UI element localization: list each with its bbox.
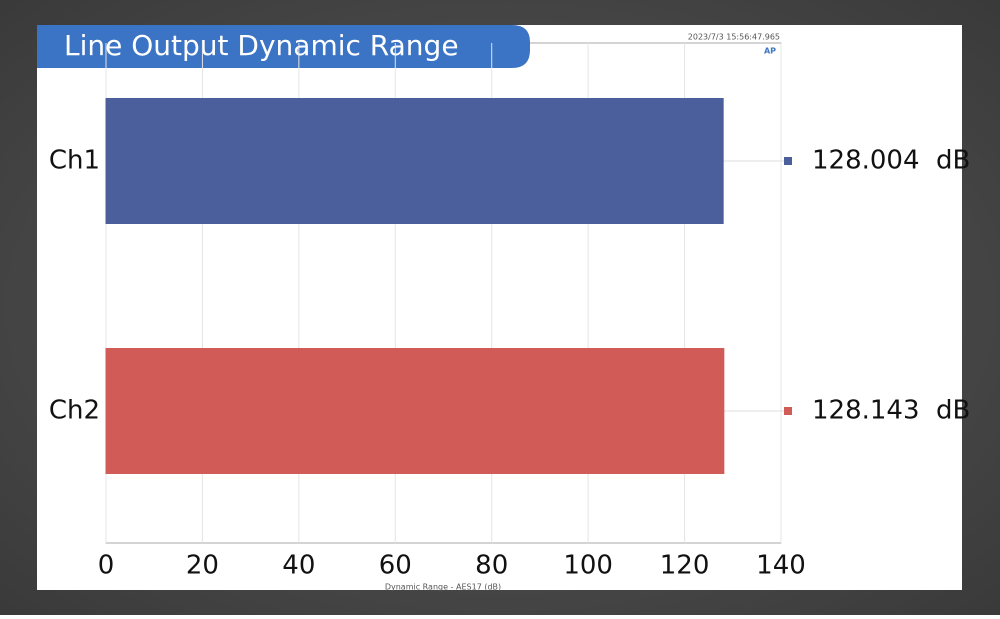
- x-tick-label: 40: [282, 551, 315, 581]
- y-tick-label: Ch1: [49, 146, 100, 176]
- x-tick-label: 100: [563, 551, 613, 581]
- x-tick-label: 20: [186, 551, 219, 581]
- x-tick-label: 60: [379, 551, 412, 581]
- legend-marker: [784, 407, 792, 415]
- x-tick-label: 140: [756, 551, 806, 581]
- title-badge: [37, 25, 530, 68]
- value-label: 128.143 dB: [812, 396, 970, 426]
- chart-title: Line Output Dynamic Range: [64, 29, 459, 62]
- timestamp: 2023/7/3 15:56:47.965: [688, 33, 780, 42]
- logo: AP: [764, 47, 776, 56]
- x-tick-label: 0: [98, 551, 115, 581]
- y-tick-label: Ch2: [49, 396, 100, 426]
- x-tick-label: 80: [475, 551, 508, 581]
- legend-marker: [784, 157, 792, 165]
- bar: [105, 98, 724, 224]
- value-label: 128.004 dB: [812, 146, 970, 176]
- x-tick-label: 120: [660, 551, 710, 581]
- bar: [105, 348, 725, 474]
- x-axis-label: Dynamic Range - AES17 (dB): [385, 583, 501, 592]
